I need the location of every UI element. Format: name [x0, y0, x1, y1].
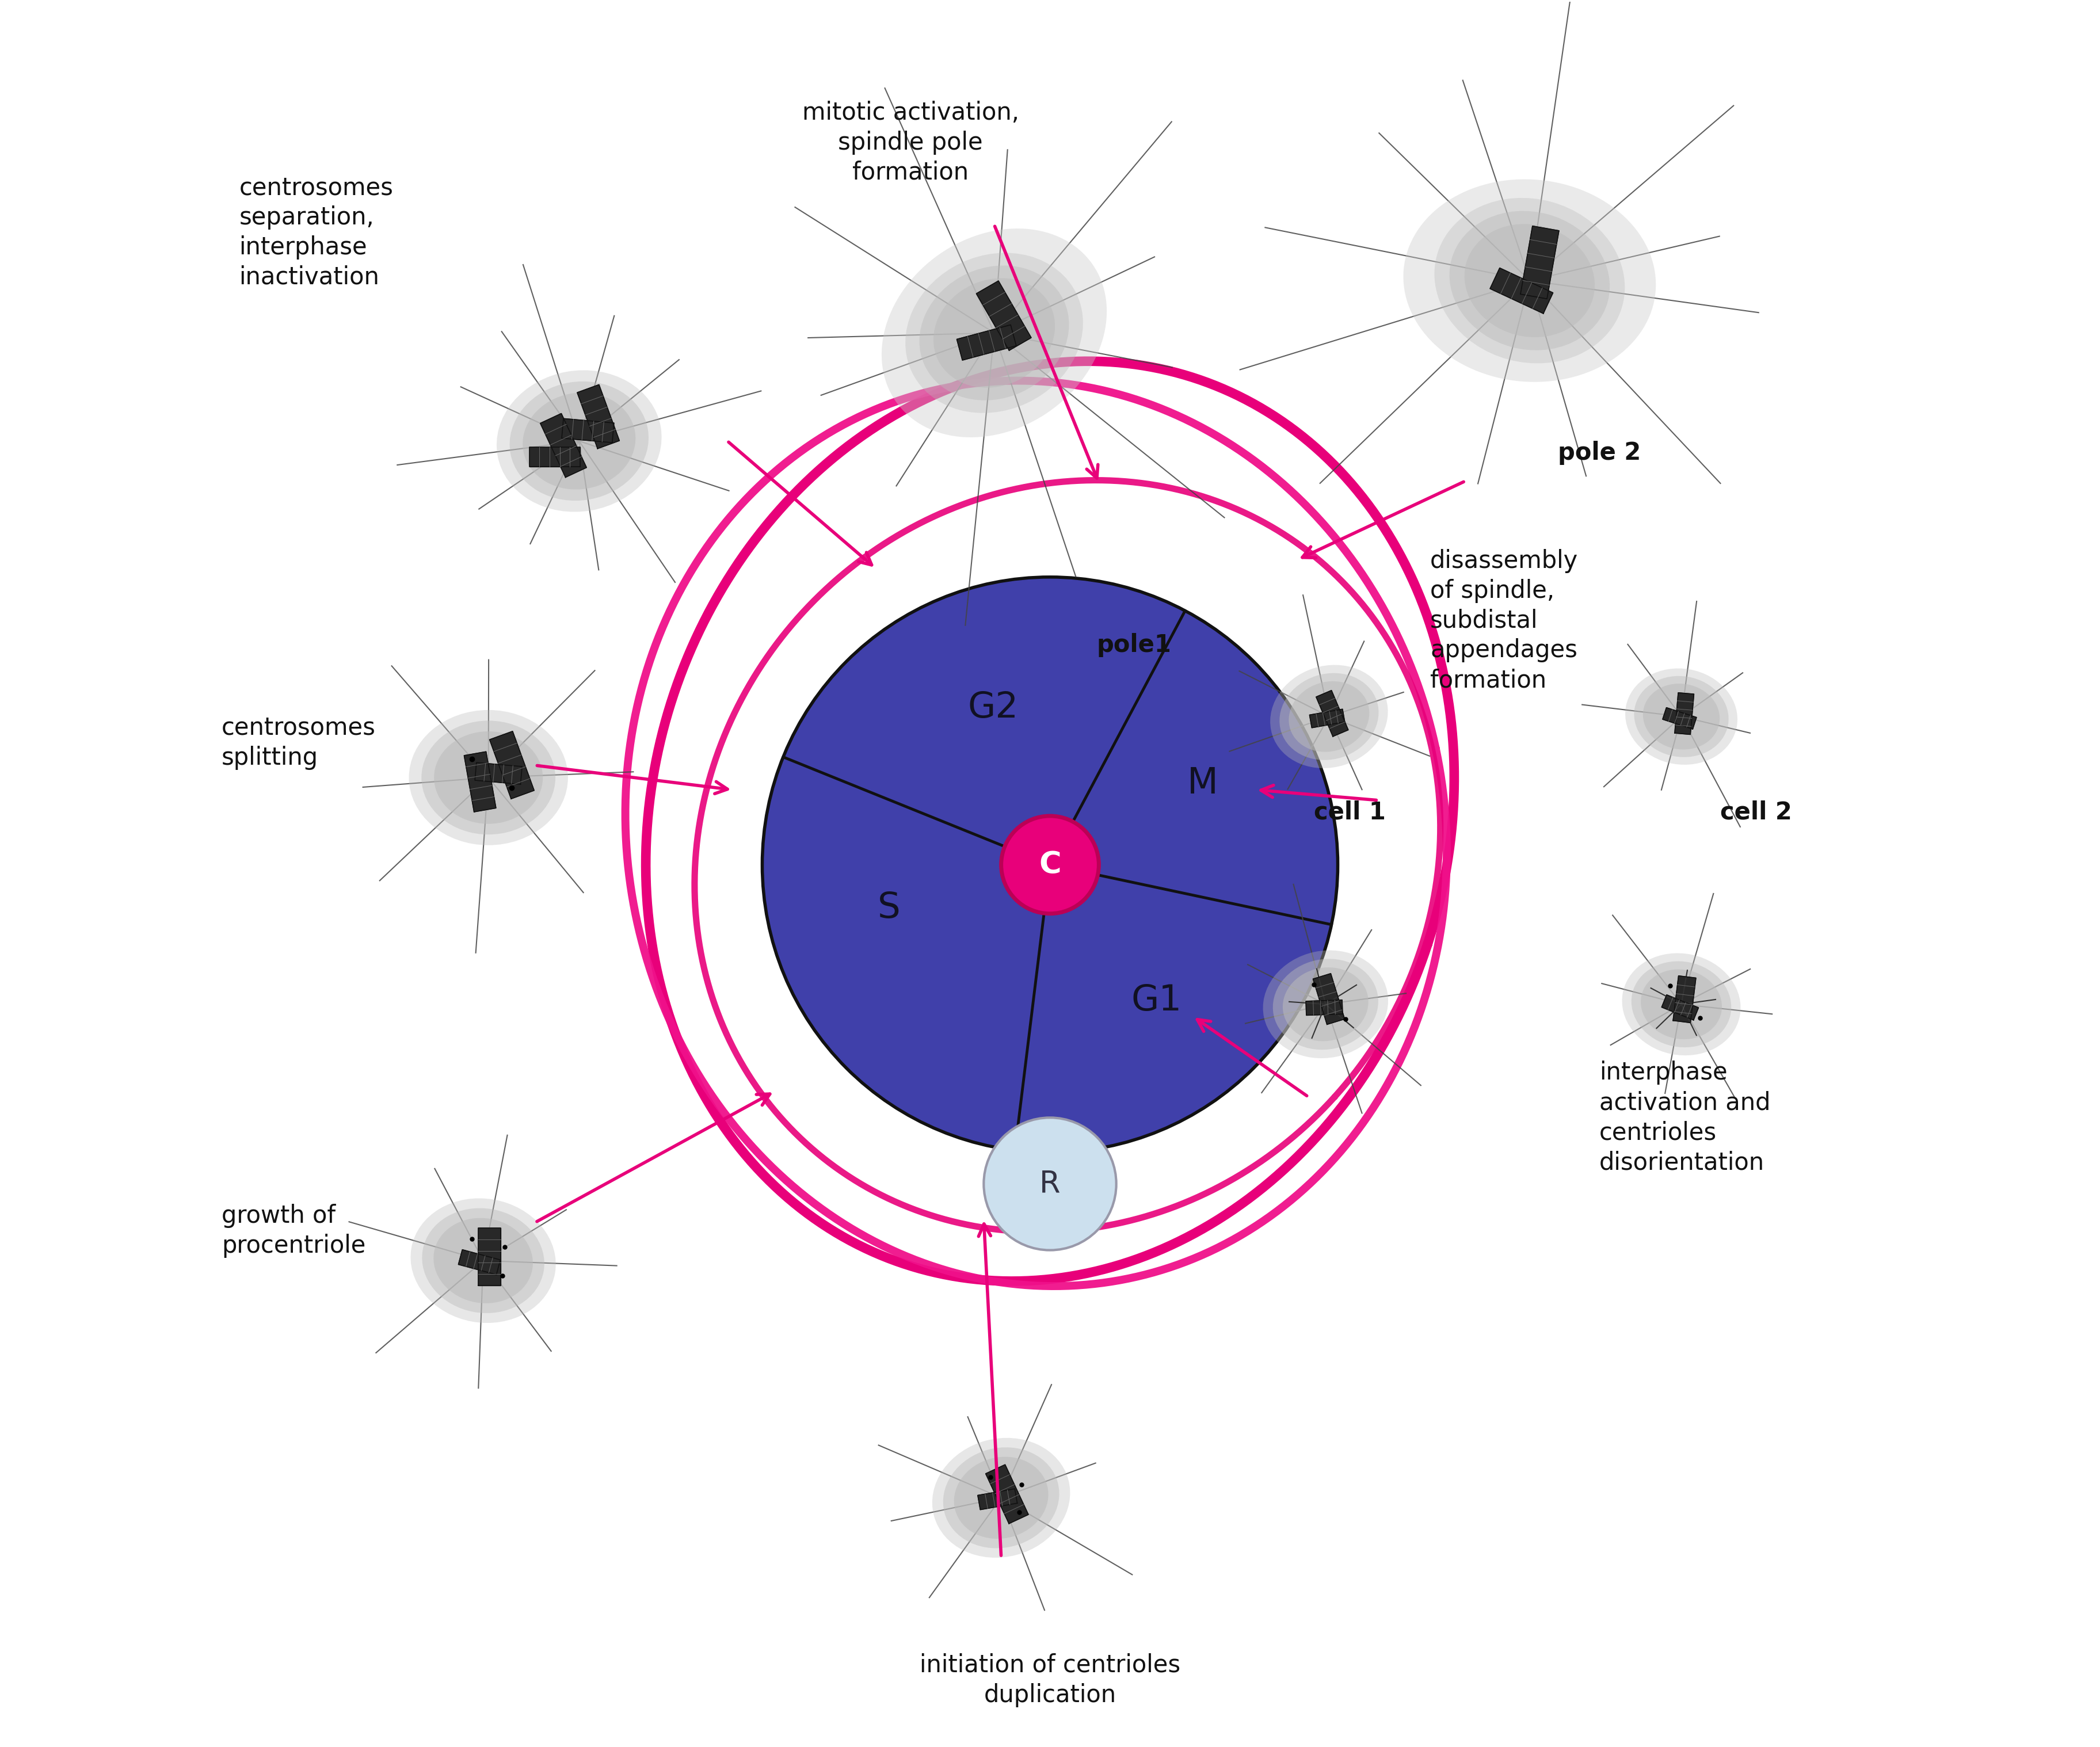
Polygon shape	[1312, 973, 1344, 1024]
Text: cell 1: cell 1	[1315, 800, 1386, 825]
Ellipse shape	[905, 253, 1084, 412]
Text: C: C	[1040, 849, 1060, 880]
Polygon shape	[1674, 694, 1695, 734]
Polygon shape	[489, 732, 533, 798]
Ellipse shape	[1289, 681, 1369, 751]
Ellipse shape	[943, 1447, 1058, 1548]
Ellipse shape	[1403, 180, 1657, 383]
Ellipse shape	[433, 1218, 533, 1303]
Ellipse shape	[412, 1198, 557, 1322]
Polygon shape	[1661, 994, 1699, 1020]
Text: interphase
activation and
centrioles
disorientation: interphase activation and centrioles dis…	[1600, 1060, 1770, 1174]
Polygon shape	[1491, 267, 1554, 313]
Ellipse shape	[410, 709, 567, 846]
Ellipse shape	[510, 381, 649, 501]
Polygon shape	[578, 384, 620, 449]
Text: pole1: pole1	[1096, 632, 1172, 657]
Ellipse shape	[1632, 961, 1730, 1046]
Ellipse shape	[435, 732, 542, 825]
Text: growth of
procentriole: growth of procentriole	[223, 1204, 365, 1258]
Polygon shape	[464, 751, 496, 812]
Text: disassembly
of spindle,
subdistal
appendages
formation: disassembly of spindle, subdistal append…	[1430, 549, 1579, 692]
Polygon shape	[475, 762, 523, 784]
Text: centrosomes
separation,
interphase
inactivation: centrosomes separation, interphase inact…	[239, 175, 393, 290]
Ellipse shape	[1449, 211, 1611, 349]
Ellipse shape	[523, 393, 636, 489]
Text: centrosomes
splitting: centrosomes splitting	[223, 716, 376, 770]
Circle shape	[983, 1118, 1117, 1251]
Polygon shape	[979, 1488, 1016, 1509]
Text: M: M	[1186, 767, 1218, 800]
Ellipse shape	[882, 229, 1107, 437]
Circle shape	[1002, 816, 1098, 914]
Polygon shape	[977, 281, 1031, 351]
Ellipse shape	[422, 722, 554, 835]
Ellipse shape	[496, 370, 662, 512]
Text: R: R	[1040, 1169, 1060, 1198]
Ellipse shape	[1464, 224, 1594, 337]
Ellipse shape	[1634, 676, 1728, 756]
Ellipse shape	[422, 1209, 544, 1314]
Text: S: S	[878, 891, 901, 926]
Circle shape	[762, 577, 1338, 1153]
Ellipse shape	[1262, 950, 1388, 1059]
Polygon shape	[1317, 690, 1348, 737]
Ellipse shape	[1642, 683, 1720, 749]
Text: G2: G2	[968, 690, 1018, 725]
Polygon shape	[958, 325, 1016, 360]
Polygon shape	[458, 1249, 500, 1275]
Polygon shape	[540, 414, 586, 477]
Text: mitotic activation,
spindle pole
formation: mitotic activation, spindle pole formati…	[802, 101, 1019, 185]
Ellipse shape	[1270, 666, 1388, 769]
Polygon shape	[985, 1464, 1029, 1523]
Ellipse shape	[920, 266, 1069, 400]
Ellipse shape	[1273, 959, 1378, 1050]
Polygon shape	[529, 447, 580, 466]
Polygon shape	[1306, 999, 1342, 1015]
Polygon shape	[479, 1228, 500, 1286]
Ellipse shape	[1625, 669, 1737, 765]
Polygon shape	[1310, 709, 1344, 728]
Ellipse shape	[953, 1457, 1048, 1539]
Ellipse shape	[1621, 954, 1741, 1055]
Polygon shape	[1674, 977, 1697, 1022]
Polygon shape	[561, 419, 613, 442]
Ellipse shape	[1283, 968, 1369, 1041]
Text: cell 2: cell 2	[1720, 800, 1791, 825]
Polygon shape	[1520, 225, 1558, 299]
Ellipse shape	[1279, 673, 1378, 760]
Text: G1: G1	[1132, 984, 1182, 1019]
Ellipse shape	[1434, 197, 1625, 363]
Text: initiation of centrioles
duplication: initiation of centrioles duplication	[920, 1653, 1180, 1707]
Ellipse shape	[932, 1438, 1071, 1558]
Ellipse shape	[1640, 970, 1722, 1039]
Text: pole 2: pole 2	[1558, 440, 1640, 465]
Ellipse shape	[932, 278, 1054, 388]
Polygon shape	[1663, 708, 1697, 728]
